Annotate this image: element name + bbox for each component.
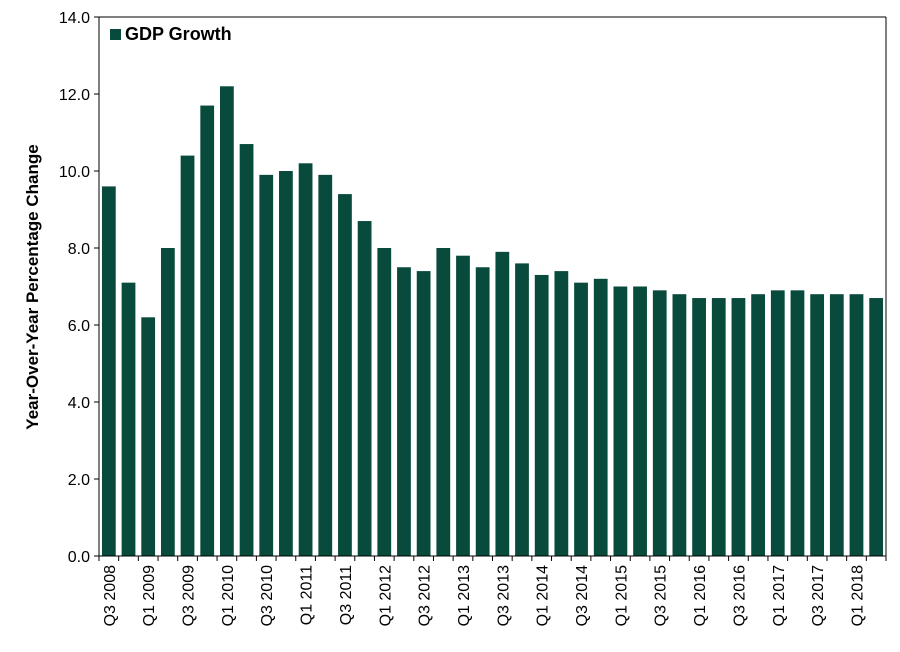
- x-tick-label: Q3 2013: [495, 565, 512, 626]
- bar-q4-2011: [357, 221, 372, 557]
- bar-q1-2018: [849, 294, 864, 556]
- x-tick-label: Q1 2016: [692, 565, 709, 626]
- bar-q1-2017: [770, 290, 785, 556]
- bar-q3-2014: [574, 282, 588, 556]
- y-tick-label: 6.0: [68, 318, 90, 335]
- bar-q1-2012: [377, 248, 392, 556]
- x-axis-ticks: Q3 2008 Q1 2009 Q3 2009 Q1 2010 Q3 2010 Q1 20…: [98, 556, 887, 626]
- bar-q4-2010: [279, 171, 293, 556]
- bar-q3-2016: [731, 298, 746, 556]
- bar-q2-2015: [633, 286, 647, 556]
- bar-q3-2017: [810, 294, 825, 556]
- bars-layer: [101, 86, 884, 557]
- bar-q3-2009: [180, 155, 195, 556]
- legend-label: GDP Growth: [125, 24, 232, 44]
- bar-q3-2010: [259, 174, 274, 556]
- bar-q4-2015: [672, 294, 687, 556]
- y-tick-label: 14.0: [59, 10, 90, 27]
- x-tick-label: Q1 2011: [299, 565, 316, 625]
- x-tick-label: Q3 2016: [731, 565, 748, 626]
- y-axis-title: Year-Over-Year Percentage Change: [23, 144, 42, 429]
- x-tick-label: Q1 2013: [456, 565, 473, 626]
- y-tick-label: 8.0: [68, 241, 90, 258]
- bar-q2-2018: [869, 298, 884, 556]
- bar-q1-2014: [534, 274, 549, 556]
- bar-q1-2010: [220, 86, 234, 557]
- x-tick-label: Q1 2009: [141, 565, 158, 626]
- x-tick-label: Q1 2012: [377, 565, 394, 626]
- bar-q2-2012: [397, 267, 411, 556]
- bar-q4-2016: [751, 294, 765, 556]
- bar-q2-2017: [790, 290, 805, 556]
- bar-q4-2014: [593, 278, 608, 556]
- y-axis-ticks: 0.0 2.0 4.0 6.0 8.0 10.0 12.0 14.0: [59, 10, 99, 566]
- bar-q2-2010: [239, 144, 254, 557]
- bar-q1-2009: [141, 317, 156, 556]
- x-tick-label: Q1 2014: [535, 565, 552, 626]
- y-tick-label: 4.0: [68, 395, 90, 412]
- bar-q3-2012: [416, 271, 431, 556]
- bar-q4-2008: [121, 282, 136, 556]
- bar-q3-2015: [652, 290, 667, 556]
- legend: GDP Growth: [110, 24, 232, 44]
- bar-q2-2011: [318, 174, 333, 556]
- y-tick-label: 10.0: [59, 164, 90, 181]
- x-tick-label: Q3 2014: [574, 565, 591, 626]
- bar-q3-2008: [101, 186, 116, 556]
- x-tick-label: Q3 2017: [810, 565, 827, 626]
- bar-q2-2009: [160, 248, 175, 556]
- x-tick-label: Q3 2009: [181, 565, 198, 626]
- bar-q4-2012: [436, 248, 451, 556]
- bar-q1-2015: [613, 286, 628, 556]
- x-tick-label: Q3 2010: [259, 565, 276, 626]
- x-tick-label: Q1 2010: [220, 565, 237, 626]
- bar-q3-2011: [338, 194, 352, 556]
- legend-swatch: [110, 29, 121, 40]
- bar-q4-2017: [829, 294, 844, 556]
- bar-q3-2013: [495, 251, 510, 556]
- bar-q1-2016: [692, 298, 706, 556]
- x-tick-label: Q3 2012: [417, 565, 434, 626]
- bar-q1-2011: [298, 163, 313, 557]
- x-tick-label: Q1 2018: [849, 565, 866, 626]
- y-tick-label: 12.0: [59, 87, 90, 104]
- x-tick-label: Q1 2017: [771, 565, 788, 626]
- x-tick-label: Q3 2011: [338, 565, 355, 625]
- bar-q1-2013: [456, 255, 470, 556]
- bar-q2-2014: [554, 271, 569, 556]
- x-tick-label: Q1 2015: [613, 565, 630, 626]
- bar-q4-2009: [200, 105, 215, 557]
- x-tick-label: Q3 2008: [102, 565, 119, 626]
- y-tick-label: 0.0: [68, 549, 90, 566]
- bar-q2-2016: [711, 298, 726, 556]
- bar-q2-2013: [475, 267, 490, 556]
- bar-q4-2013: [515, 263, 529, 556]
- x-tick-label: Q3 2015: [653, 565, 670, 626]
- y-tick-label: 2.0: [68, 472, 90, 489]
